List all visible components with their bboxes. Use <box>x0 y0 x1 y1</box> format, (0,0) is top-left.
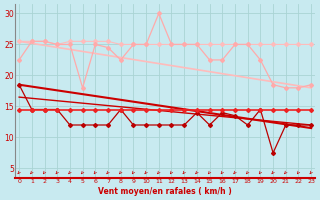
X-axis label: Vent moyen/en rafales ( km/h ): Vent moyen/en rafales ( km/h ) <box>98 187 232 196</box>
